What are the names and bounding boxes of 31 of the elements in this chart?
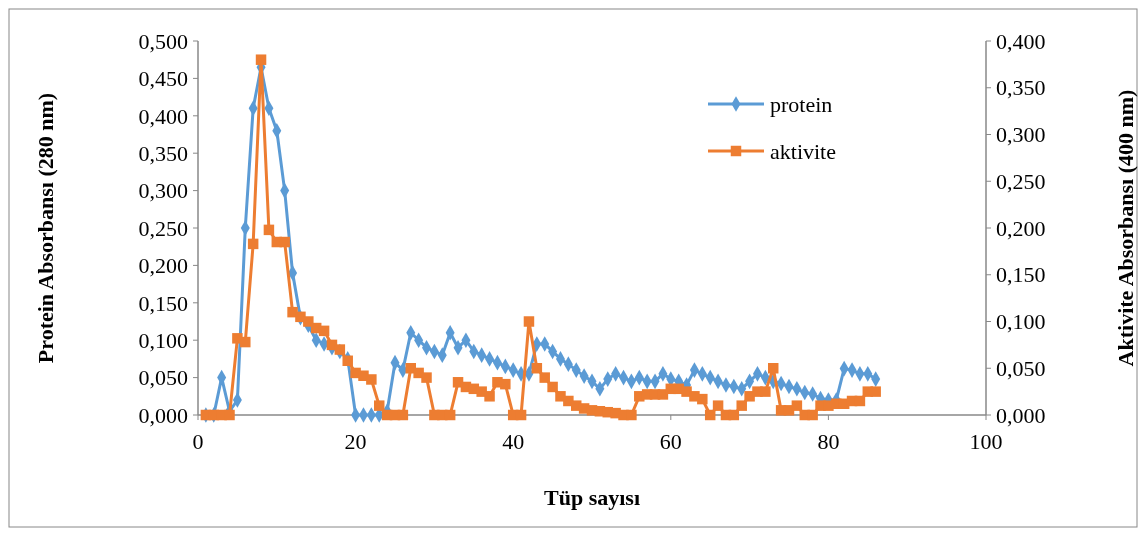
x-tick-label: 40: [502, 429, 525, 454]
y-tick-label: 0,400: [138, 103, 188, 129]
x-tick-label: 60: [659, 429, 682, 454]
y2-tick-label: 0,050: [996, 355, 1046, 381]
legend-label: protein: [770, 91, 833, 117]
x-tick-label: 100: [969, 429, 1003, 454]
y2-tick-label: 0,400: [996, 28, 1046, 54]
y-tick-label: 0,500: [138, 28, 188, 54]
y2-tick-label: 0,300: [996, 122, 1046, 148]
y-tick-label: 0,150: [138, 290, 188, 316]
y2-axis-title: Aktivite Absorbansı (400 nm): [1113, 89, 1138, 367]
y-axis-title: Protein Absorbansı (280 nm): [33, 92, 58, 364]
y2-tick-label: 0,000: [996, 402, 1046, 428]
legend-label: aktivite: [770, 138, 836, 164]
y-tick-label: 0,050: [138, 365, 188, 391]
x-tick-label: 20: [344, 429, 367, 454]
y-tick-label: 0,300: [138, 178, 188, 204]
y2-tick-label: 0,350: [996, 75, 1046, 101]
y-tick-label: 0,200: [138, 253, 188, 279]
y2-tick-label: 0,150: [996, 262, 1046, 288]
y-tick-label: 0,250: [138, 215, 188, 241]
y-tick-label: 0,100: [138, 327, 188, 353]
x-tick-label: 80: [817, 429, 840, 454]
y2-tick-label: 0,100: [996, 309, 1046, 335]
x-axis-title: Tüp sayısı: [544, 485, 640, 510]
y-tick-label: 0,450: [138, 66, 188, 92]
x-tick-label: 0: [192, 429, 204, 454]
y2-tick-label: 0,250: [996, 168, 1046, 194]
y2-tick-label: 0,200: [996, 215, 1046, 241]
y-tick-label: 0,000: [138, 402, 188, 428]
y-tick-label: 0,350: [138, 140, 188, 166]
